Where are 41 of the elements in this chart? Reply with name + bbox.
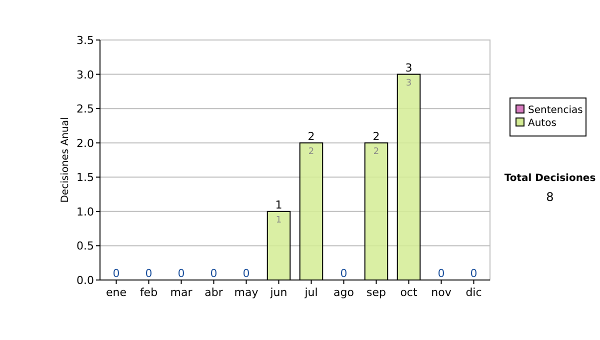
y-tick-label: 1.0	[76, 205, 94, 218]
legend-label: Sentencias	[528, 105, 583, 116]
data-label: 3	[406, 78, 412, 88]
x-tick-label: dic	[466, 286, 482, 299]
total-label: 0	[470, 267, 478, 280]
x-tick-label: nov	[431, 286, 452, 299]
data-label: 1	[276, 215, 282, 226]
y-tick-label: 1.5	[76, 171, 94, 184]
y-tick-label: 3.5	[76, 34, 94, 47]
total-label: 0	[112, 267, 120, 280]
x-tick-label: may	[234, 286, 259, 299]
total-label: 0	[340, 267, 348, 280]
y-tick-label: 3.0	[76, 68, 94, 82]
total-label: 1	[275, 198, 282, 212]
x-tick-label: mar	[170, 286, 193, 299]
text: Total Decisiones	[504, 173, 596, 184]
x-tick-label: sep	[366, 286, 386, 299]
legend-label: Autos	[528, 118, 556, 129]
y-tick-label: 2.5	[76, 102, 94, 116]
total-label: 0	[242, 267, 250, 280]
y-axis-title: Decisiones Anual	[60, 117, 71, 203]
total-label: 0	[145, 267, 152, 280]
x-tick-label: ago	[334, 286, 354, 299]
total-label: 0	[438, 267, 445, 280]
data-label: 2	[308, 146, 314, 157]
total-label: 2	[308, 130, 315, 143]
total-label: 0	[210, 267, 218, 280]
x-tick-label: abr	[204, 286, 224, 299]
y-tick-label: 0.0	[76, 274, 94, 287]
total-label: 0	[178, 267, 185, 280]
x-tick-label: jul	[304, 286, 318, 299]
text: 8	[546, 190, 554, 204]
y-tick-label: 2.0	[76, 136, 94, 150]
x-tick-label: feb	[140, 286, 158, 299]
total-label: 3	[405, 61, 412, 74]
x-tick-label: oct	[400, 286, 418, 299]
x-tick-label: ene	[106, 286, 127, 299]
x-tick-label: jun	[269, 286, 288, 299]
y-tick-label: 0.5	[76, 240, 94, 253]
total-label: 2	[372, 130, 380, 143]
data-label: 2	[373, 146, 380, 157]
